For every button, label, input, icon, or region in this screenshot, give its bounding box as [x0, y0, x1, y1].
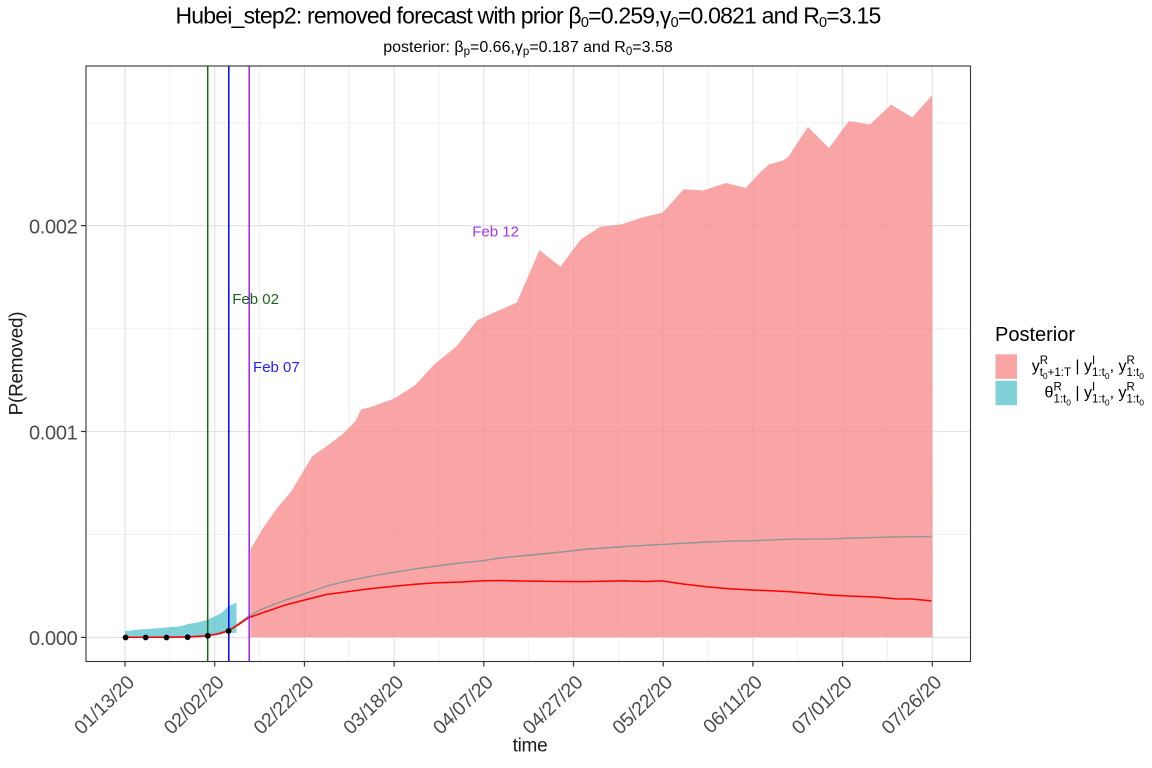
svg-text:Feb 02: Feb 02	[232, 291, 279, 308]
svg-text:posterior: βp=0.66,γp=0.187 an: posterior: βp=0.66,γp=0.187 and R0=3.58	[383, 39, 673, 58]
svg-text:0.000: 0.000	[29, 628, 78, 650]
svg-text:θR1:t0 | yI1:t0, yR1:t0: θR 1:t0 | yI 1:t0, yR 1:t0	[1045, 382, 1145, 408]
svg-text:Hubei_step2: removed forecast: Hubei_step2: removed forecast with prior…	[176, 2, 881, 31]
svg-text:Posterior: Posterior	[995, 324, 1075, 346]
svg-text:Feb 12: Feb 12	[472, 224, 519, 241]
svg-text:Feb 07: Feb 07	[253, 359, 300, 376]
svg-text:P(Removed): P(Removed)	[7, 312, 28, 416]
svg-text:0.001: 0.001	[29, 422, 78, 444]
svg-text:time: time	[513, 736, 548, 757]
svg-text:0.002: 0.002	[29, 216, 78, 238]
